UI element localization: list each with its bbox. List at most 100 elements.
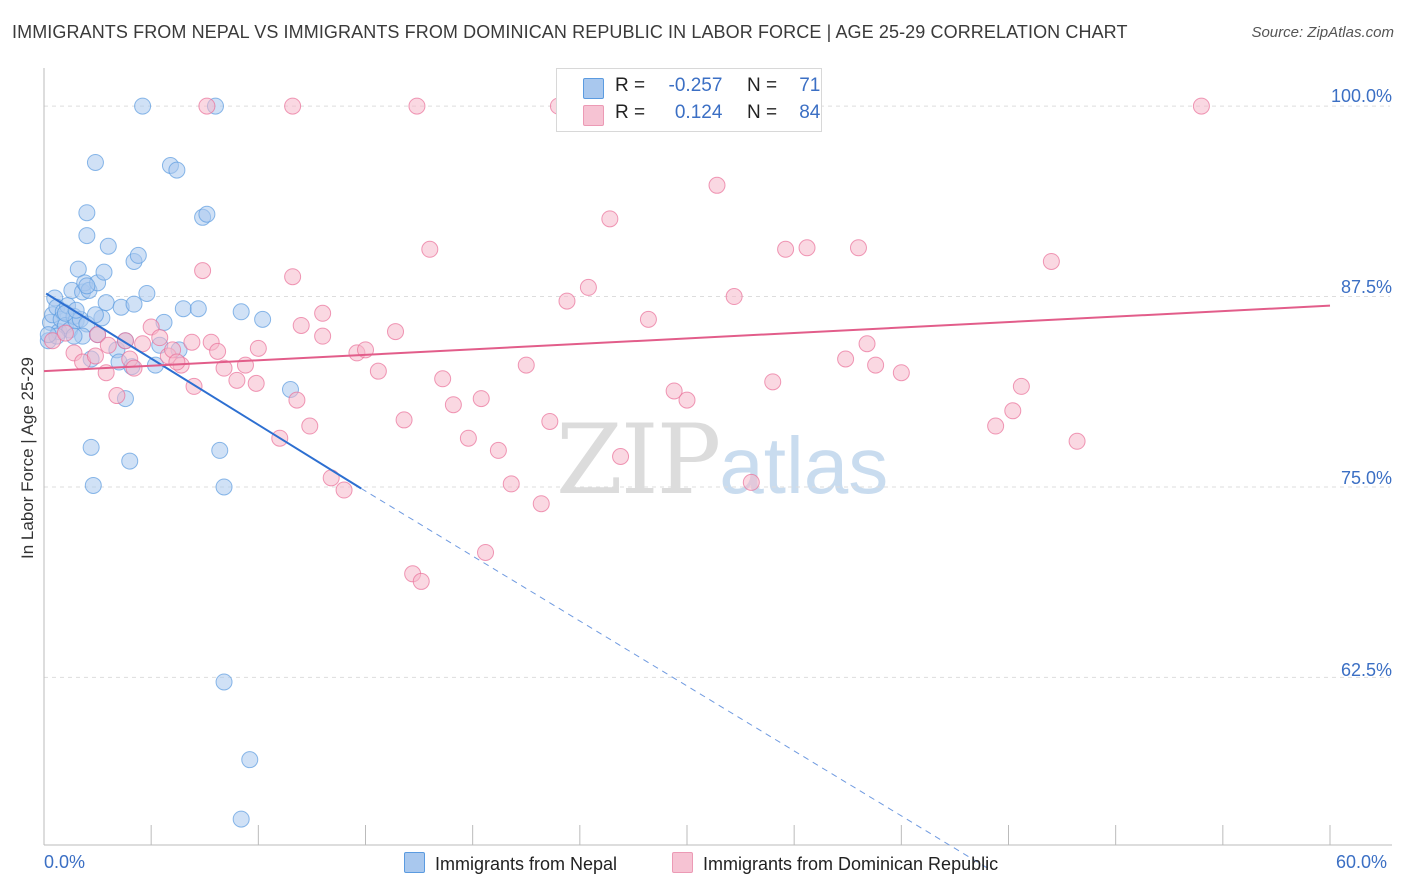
point-dominican-25 — [247, 374, 265, 392]
point-dominican-7 — [99, 336, 117, 354]
point-nepal-28 — [84, 476, 102, 494]
point-dominican-54 — [558, 292, 576, 310]
point-dominican-76 — [1068, 432, 1086, 450]
point-dominican-68 — [849, 239, 867, 257]
point-dominican-79 — [284, 97, 302, 115]
point-dominican-34 — [335, 481, 353, 499]
legend-n-value-dominican: 84 — [799, 102, 821, 123]
point-nepal-39 — [121, 452, 139, 470]
point-dominican-45 — [459, 429, 477, 447]
watermark-atlas: atlas — [719, 421, 889, 510]
point-dominican-41 — [412, 572, 430, 590]
legend-r-label: R = — [615, 75, 646, 96]
point-nepal-43 — [86, 153, 104, 171]
point-dominican-38 — [387, 323, 405, 341]
point-nepal-46 — [125, 295, 143, 313]
point-nepal-44 — [134, 97, 152, 115]
point-dominican-44 — [444, 396, 462, 414]
point-dominican-51 — [532, 495, 550, 513]
point-dominican-62 — [725, 288, 743, 306]
point-dominican-37 — [369, 362, 387, 380]
point-dominican-52 — [541, 412, 559, 430]
point-dominican-82 — [314, 327, 332, 345]
point-nepal-24 — [78, 277, 96, 295]
point-nepal-30 — [95, 263, 113, 281]
point-dominican-39 — [395, 411, 413, 429]
point-dominican-60 — [678, 391, 696, 409]
point-dominican-65 — [777, 240, 795, 258]
y-tick-label-62-5: 62.5% — [1340, 660, 1392, 680]
point-nepal-25 — [78, 227, 96, 245]
point-nepal-32 — [99, 237, 117, 255]
point-dominican-73 — [1004, 402, 1022, 420]
x-tick-label-max: 60.0% — [1336, 852, 1388, 872]
legend-n-label: N = — [746, 75, 778, 96]
bottom-legend-label-dominican: Immigrants from Dominican Republic — [703, 854, 999, 874]
point-dominican-26 — [249, 339, 267, 357]
point-nepal-58 — [211, 441, 229, 459]
point-nepal-45 — [138, 284, 156, 302]
point-dominican-5 — [89, 326, 107, 344]
bottom-legend-dominican: Immigrants from Dominican Republic — [672, 852, 998, 875]
x-tick-label-min: 0.0% — [44, 852, 86, 872]
point-dominican-14 — [151, 329, 169, 347]
point-nepal-65 — [232, 810, 250, 828]
bottom-legend-swatch-dominican — [672, 852, 693, 873]
y-tick-label-75: 75.0% — [1340, 468, 1392, 488]
point-dominican-78 — [198, 97, 216, 115]
point-nepal-53 — [174, 300, 192, 318]
point-nepal-14 — [69, 260, 87, 278]
point-nepal-59 — [215, 673, 233, 691]
point-dominican-69 — [858, 335, 876, 353]
legend-r-value-nepal: -0.257 — [668, 75, 723, 96]
point-nepal-33 — [86, 306, 104, 324]
point-dominican-32 — [314, 304, 332, 322]
point-dominican-63 — [742, 473, 760, 491]
point-dominican-30 — [292, 316, 310, 334]
legend-r-value-dominican: 0.124 — [674, 102, 723, 123]
point-dominican-70 — [867, 356, 885, 374]
point-dominican-46 — [472, 390, 490, 408]
point-dominican-59 — [665, 382, 683, 400]
point-dominican-1 — [56, 324, 74, 342]
source-credit: Source: ZipAtlas.com — [1251, 24, 1394, 41]
point-dominican-77 — [1192, 97, 1210, 115]
y-axis-label: In Labor Force | Age 25-29 — [18, 357, 37, 559]
point-nepal-61 — [232, 303, 250, 321]
point-dominican-64 — [764, 373, 782, 391]
watermark-zip: ZIP — [556, 404, 721, 516]
point-dominican-57 — [612, 448, 630, 465]
point-nepal-54 — [189, 300, 207, 318]
point-dominican-81 — [228, 371, 246, 389]
y-tick-label-100: 100.0% — [1330, 86, 1392, 106]
stats-legend: R = -0.257 N = 71 R = 0.124 N = 84 — [556, 68, 822, 132]
point-dominican-11 — [125, 359, 143, 377]
point-nepal-56 — [198, 205, 216, 223]
point-dominican-42 — [421, 240, 439, 258]
point-nepal-26 — [78, 204, 96, 222]
point-dominican-4 — [86, 347, 104, 365]
trendline-dominican — [43, 304, 1331, 373]
point-nepal-27 — [82, 438, 100, 456]
point-dominican-48 — [489, 441, 507, 459]
point-dominican-22 — [209, 342, 227, 360]
point-dominican-23 — [215, 359, 233, 377]
point-dominican-24 — [236, 356, 254, 374]
point-dominican-61 — [708, 176, 726, 194]
legend-n-label: N = — [746, 102, 778, 123]
point-dominican-8 — [108, 387, 126, 405]
point-dominican-43 — [434, 370, 452, 388]
legend-n-value-nepal: 71 — [799, 75, 821, 96]
point-nepal-42 — [129, 246, 147, 264]
legend-r-label: R = — [615, 102, 646, 123]
point-dominican-58 — [639, 310, 657, 328]
point-dominican-83 — [168, 353, 186, 371]
point-dominican-28 — [284, 268, 302, 286]
point-dominican-56 — [601, 210, 619, 228]
point-dominican-20 — [194, 262, 212, 280]
point-dominican-31 — [301, 417, 319, 435]
point-dominican-0 — [44, 332, 62, 350]
point-nepal-51 — [168, 161, 186, 179]
point-dominican-74 — [1012, 377, 1030, 395]
